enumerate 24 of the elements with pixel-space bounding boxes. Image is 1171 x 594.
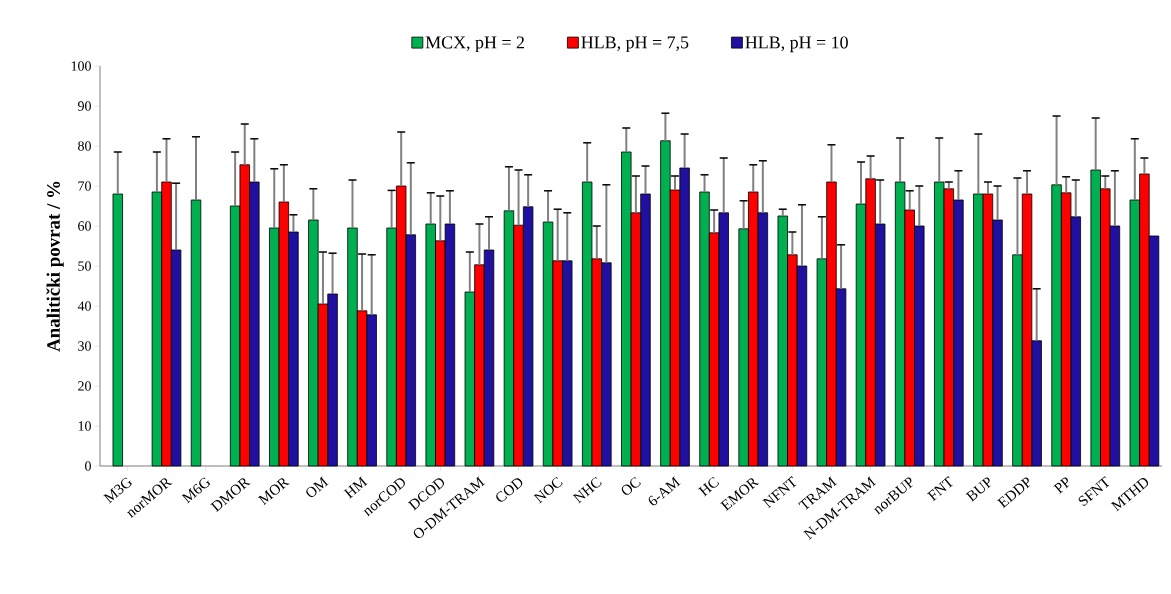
y-tick-label: 40 (77, 301, 91, 311)
x-tick-label: FNT (927, 476, 953, 502)
y-tick-label: 100 (71, 61, 91, 71)
y-axis-title: Analitički povrat / % (46, 181, 64, 352)
y-tick-label: 20 (78, 381, 91, 391)
y-tick-label: 90 (77, 101, 91, 111)
x-tick-label: OC (621, 476, 641, 495)
legend-label: HLB, pH = 10 (745, 36, 848, 53)
y-tick-label: 80 (78, 141, 91, 151)
y-tick-label: 30 (78, 341, 91, 351)
y-tick-label: 50 (78, 261, 91, 271)
x-tick-label: OM (306, 476, 329, 497)
legend-label: HLB, pH = 7,5 (581, 36, 689, 53)
legend-label: MCX, pH = 2 (425, 36, 524, 53)
y-tick-label: 10 (78, 421, 91, 431)
bar (190, 199, 202, 467)
y-tick-label: 60 (78, 221, 91, 231)
x-tick-label: BUP (965, 477, 991, 502)
x-tick-label: PP (1053, 477, 1070, 494)
x-tick-label: HC (698, 476, 720, 497)
bar (112, 193, 123, 467)
y-tick-label: 70 (78, 181, 91, 191)
x-tick-label: COD (496, 478, 523, 502)
y-tick-label: 0 (85, 461, 91, 471)
